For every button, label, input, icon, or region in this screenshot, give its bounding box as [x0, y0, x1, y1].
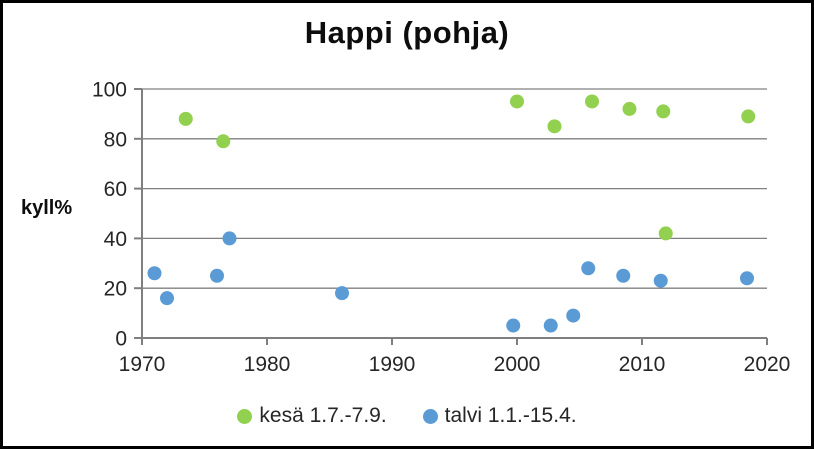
legend-item-kesa: kesä 1.7.-7.9. [237, 404, 387, 428]
data-point-kesa [656, 104, 671, 119]
y-tick-label: 80 [104, 128, 127, 151]
x-tick-label: 2000 [494, 353, 541, 376]
data-point-kesa [622, 101, 637, 116]
y-axis-label: kyll% [21, 197, 73, 219]
legend-item-talvi: talvi 1.1.-15.4. [422, 404, 577, 428]
data-point-talvi [506, 318, 521, 333]
y-tick-label: 20 [104, 278, 127, 301]
data-point-talvi [222, 231, 237, 246]
data-point-kesa [178, 111, 193, 126]
y-tick-label: 0 [115, 328, 127, 351]
y-tick-label: 40 [104, 228, 127, 251]
x-tick-label: 1990 [369, 353, 416, 376]
data-point-kesa [510, 94, 524, 109]
data-point-talvi [210, 268, 224, 283]
legend-label-kesa: kesä 1.7.-7.9. [259, 404, 387, 427]
data-point-talvi [160, 291, 174, 306]
data-point-talvi [616, 268, 631, 283]
x-tick-label: 2020 [744, 353, 791, 376]
data-point-talvi [581, 261, 596, 276]
data-point-kesa [658, 226, 673, 241]
x-tick-label: 2010 [619, 353, 666, 376]
data-point-talvi [543, 318, 558, 333]
data-point-talvi [566, 308, 581, 323]
legend-label-talvi: talvi 1.1.-15.4. [444, 404, 577, 427]
data-point-talvi [653, 273, 668, 288]
y-tick-label: 100 [92, 79, 127, 102]
data-point-kesa [216, 134, 231, 149]
y-tick-label: 60 [104, 178, 127, 201]
data-point-kesa [585, 94, 599, 109]
legend: kesä 1.7.-7.9. talvi 1.1.-15.4. [3, 404, 811, 428]
chart-title: Happi (pohja) [304, 15, 510, 50]
data-point-kesa [741, 109, 756, 124]
x-tick-label: 1980 [244, 353, 291, 376]
data-point-talvi [740, 271, 754, 286]
scatter-plot: 0 20 40 60 80 100 1970 1980 1990 2000 2010 2020 [92, 79, 791, 377]
talvi-marker-icon [422, 408, 438, 424]
data-point-talvi [147, 266, 162, 281]
x-tick-label: 1970 [119, 353, 166, 376]
data-point-talvi [335, 286, 349, 301]
data-point-kesa [547, 119, 562, 134]
kesa-marker-icon [237, 408, 253, 424]
